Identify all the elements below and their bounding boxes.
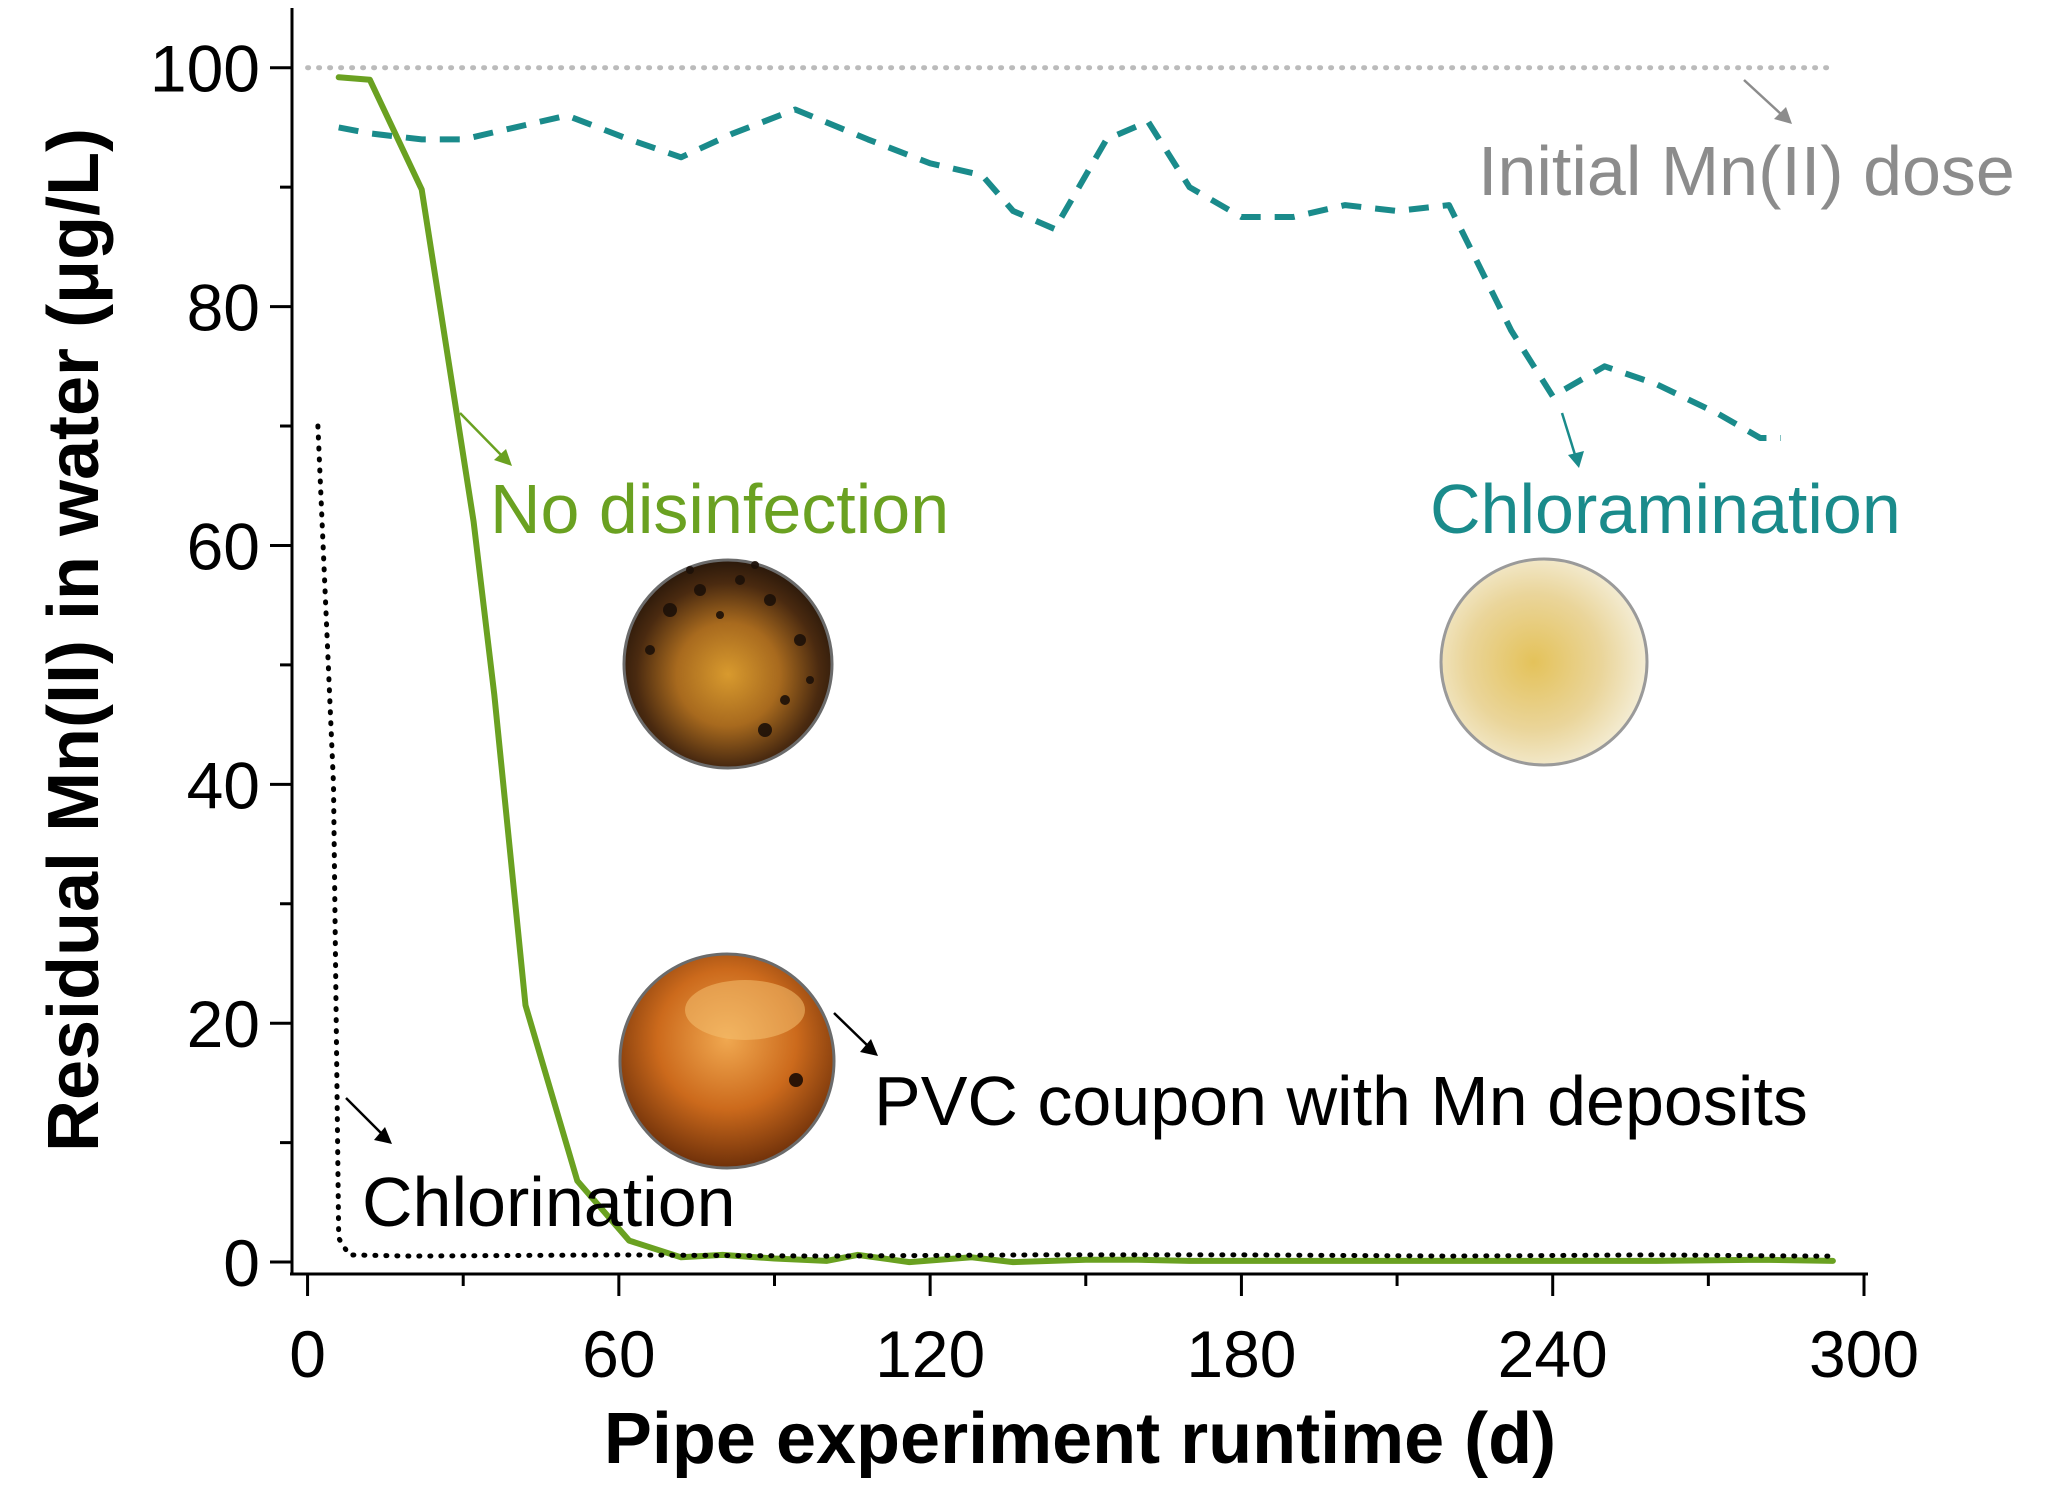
annotation-chloramination-arrow	[1560, 412, 1578, 459]
x-tick-label: 60	[582, 1317, 655, 1391]
y-tick-label: 0	[223, 1226, 260, 1300]
annotation-initial-dose-arrow	[1743, 79, 1783, 116]
annotation-pvc-coupon: PVC coupon with Mn deposits	[874, 1062, 1808, 1140]
y-tick-label: 80	[187, 271, 260, 345]
annotation-chlorination-arrowhead	[374, 1127, 392, 1144]
x-tick-label: 300	[1809, 1317, 1919, 1391]
annotation-initial-dose-arrowhead	[1774, 107, 1792, 124]
annotation-no-disinfection: No disinfection	[490, 470, 949, 548]
coupon-chlorination	[618, 952, 836, 1170]
annotation-no-disinfection-arrow	[459, 412, 507, 461]
x-tick-label: 180	[1186, 1317, 1296, 1391]
x-ticks: 0 60 120 180 240 300	[289, 1274, 1919, 1391]
y-tick-label: 100	[150, 32, 260, 106]
series-line-chloramination	[338, 106, 1781, 441]
coupon-no-disinfection	[622, 558, 834, 770]
annotation-chloramination-arrowhead	[1568, 451, 1584, 468]
annotation-pvc-coupon-arrow	[833, 1012, 869, 1047]
y-tick-label: 60	[187, 509, 260, 583]
series-line-chlorination	[315, 423, 1836, 1259]
annotation-pvc-coupon-arrowhead	[860, 1039, 878, 1056]
x-tick-label: 0	[289, 1317, 326, 1391]
axes	[290, 8, 1868, 1276]
series-layer	[305, 65, 1836, 1266]
x-tick-label: 240	[1498, 1317, 1608, 1391]
annotation-chloramination: Chloramination	[1430, 470, 1901, 548]
annotation-no-disinfection-arrowhead	[494, 449, 512, 466]
series-line-no-disinfection	[335, 74, 1836, 1266]
y-tick-label: 20	[187, 987, 260, 1061]
coupon-chloramination	[1439, 557, 1649, 767]
y-ticks: 0 20 40 60 80 100	[150, 32, 292, 1300]
x-axis-title: Pipe experiment runtime (d)	[604, 1399, 1556, 1479]
annotation-chlorination-arrow	[345, 1097, 383, 1135]
annotation-initial-dose: Initial Mn(II) dose	[1478, 132, 2015, 210]
y-tick-label: 40	[187, 748, 260, 822]
annotations: No disinfection Chloramination Initial M…	[345, 79, 2015, 1241]
annotation-chlorination: Chlorination	[362, 1163, 736, 1241]
x-tick-label: 120	[875, 1317, 985, 1391]
y-axis-title: Residual Mn(II) in water (μg/L)	[34, 128, 114, 1152]
